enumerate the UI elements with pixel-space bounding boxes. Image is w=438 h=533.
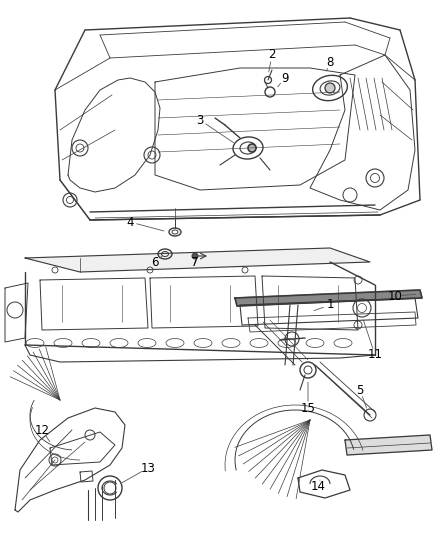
Text: 7: 7 [191,256,199,270]
Polygon shape [235,290,422,306]
Polygon shape [25,248,370,272]
Text: 5: 5 [356,384,364,397]
Text: 14: 14 [311,481,325,494]
Text: 4: 4 [126,215,134,229]
Ellipse shape [325,83,335,93]
Text: 1: 1 [326,298,334,311]
Polygon shape [345,435,432,455]
Text: 9: 9 [281,71,289,85]
Text: 8: 8 [326,55,334,69]
Text: 10: 10 [388,289,403,303]
Ellipse shape [248,144,256,152]
Text: 15: 15 [300,401,315,415]
Text: 12: 12 [35,424,49,437]
Text: 6: 6 [151,256,159,270]
Text: 3: 3 [196,114,204,126]
Ellipse shape [192,253,198,259]
Text: 11: 11 [367,349,382,361]
Text: 2: 2 [268,49,276,61]
Text: 13: 13 [141,462,155,474]
